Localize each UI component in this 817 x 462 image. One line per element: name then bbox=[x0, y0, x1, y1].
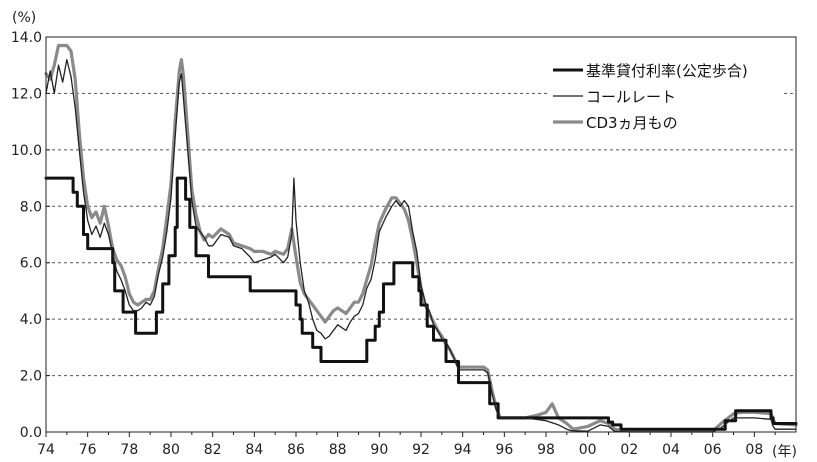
series-line-1 bbox=[45, 58, 797, 433]
x-axis-ticks: 74 76 78 80 82 84 86 88 90 92 94 96 98 00 02 04 06 08 bbox=[37, 432, 776, 458]
plot-frame bbox=[45, 36, 797, 433]
x-tick-label-10: 94 bbox=[454, 442, 472, 458]
x-tick-label-13: 00 bbox=[579, 442, 597, 458]
legend-label-call-rate: コールレート bbox=[586, 88, 676, 106]
y-gridlines bbox=[46, 92, 796, 377]
legend-label-discount-rate: 基準貸付利率(公定歩合) bbox=[586, 62, 748, 80]
y-tick-label-0: 0.0 bbox=[20, 425, 42, 441]
y-axis-ticks: 0.0 2.0 4.0 6.0 8.0 10.0 12.0 14.0 bbox=[11, 30, 50, 441]
x-tick-label-7: 88 bbox=[329, 442, 347, 458]
y-tick-label-4: 8.0 bbox=[20, 199, 42, 215]
legend: 基準貸付利率(公定歩合) コールレート CD3ヵ月もの bbox=[548, 56, 784, 134]
x-tick-label-3: 80 bbox=[162, 442, 180, 458]
x-tick-label-5: 84 bbox=[245, 442, 263, 458]
y-tick-label-1: 2.0 bbox=[20, 369, 42, 385]
legend-background bbox=[548, 56, 784, 134]
x-tick-label-6: 86 bbox=[287, 442, 305, 458]
x-tick-label-14: 02 bbox=[620, 442, 638, 458]
x-tick-label-8: 90 bbox=[370, 442, 388, 458]
x-tick-label-16: 06 bbox=[704, 442, 722, 458]
legend-item-call-rate: コールレート bbox=[553, 88, 676, 106]
x-tick-label-12: 98 bbox=[537, 442, 555, 458]
y-tick-label-6: 12.0 bbox=[11, 86, 42, 102]
x-tick-label-15: 04 bbox=[662, 442, 680, 458]
series-lines bbox=[44, 43, 798, 433]
series-line-0 bbox=[44, 176, 798, 431]
x-axis-unit: (年) bbox=[772, 444, 797, 460]
x-tick-label-9: 92 bbox=[412, 442, 430, 458]
legend-item-cd-3month: CD3ヵ月もの bbox=[553, 114, 678, 132]
y-tick-label-5: 10.0 bbox=[11, 143, 42, 159]
x-tick-label-2: 78 bbox=[120, 442, 138, 458]
x-tick-label-17: 08 bbox=[745, 442, 763, 458]
y-tick-label-3: 6.0 bbox=[20, 256, 42, 272]
legend-label-cd-3month: CD3ヵ月もの bbox=[586, 114, 678, 132]
legend-item-discount-rate: 基準貸付利率(公定歩合) bbox=[553, 62, 748, 80]
y-axis-unit: (%) bbox=[12, 10, 36, 26]
x-tick-label-4: 82 bbox=[204, 442, 222, 458]
x-tick-label-11: 96 bbox=[495, 442, 513, 458]
x-tick-label-1: 76 bbox=[79, 442, 97, 458]
y-tick-label-7: 14.0 bbox=[11, 30, 42, 46]
x-tick-label-0: 74 bbox=[37, 442, 55, 458]
y-tick-label-2: 4.0 bbox=[20, 312, 42, 328]
